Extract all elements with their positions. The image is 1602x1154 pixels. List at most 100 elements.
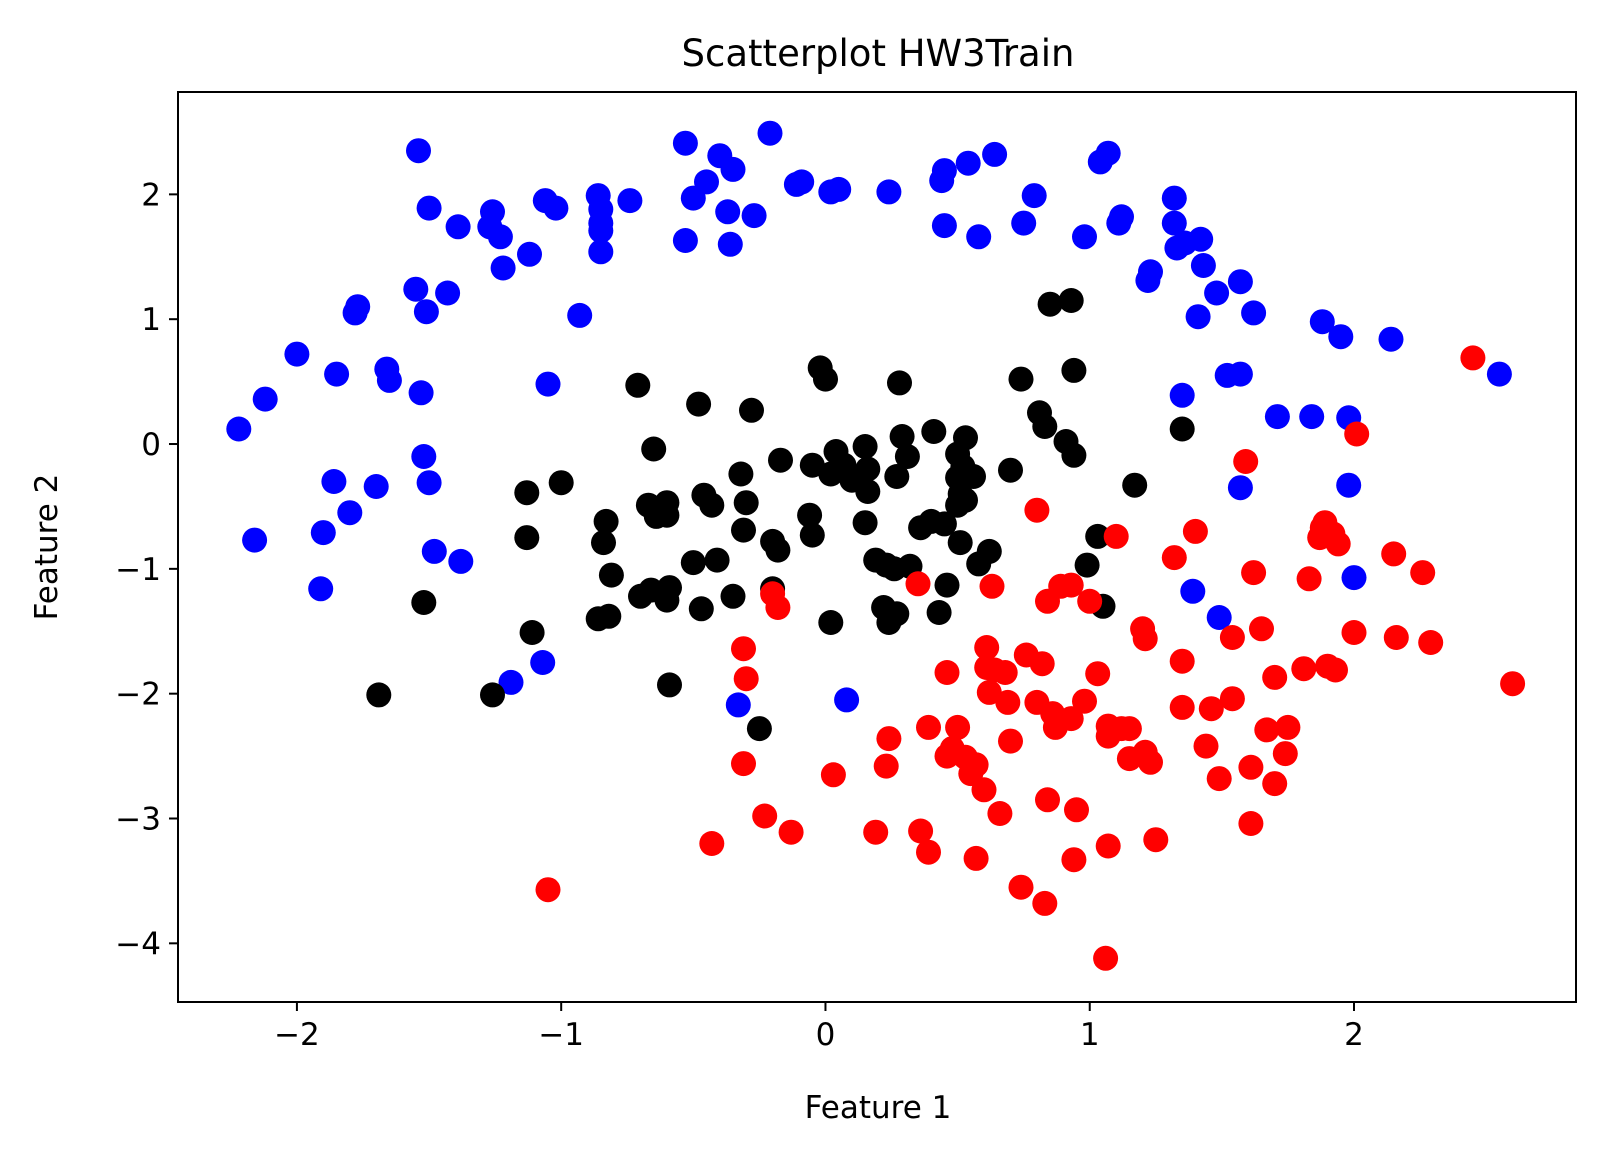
data-point (1021, 183, 1047, 209)
data-point (1336, 472, 1362, 498)
data-point (1341, 565, 1367, 591)
data-point (1486, 361, 1512, 387)
data-point (699, 831, 725, 856)
data-point (1272, 741, 1298, 767)
data-point (1241, 300, 1267, 326)
data-point (1072, 224, 1097, 250)
data-point (480, 199, 505, 225)
data-point (1143, 827, 1169, 853)
data-point (530, 650, 556, 675)
data-point (818, 610, 844, 635)
data-point (863, 819, 889, 845)
data-point (252, 386, 278, 412)
points-layer (226, 120, 1526, 971)
data-point (1190, 253, 1216, 278)
data-point (739, 397, 764, 423)
data-point (894, 444, 920, 469)
data-point (548, 470, 574, 496)
data-point (961, 464, 986, 489)
data-point (963, 752, 989, 778)
y-axis: −4 −3 −2 −1 0 1 2 (115, 177, 178, 962)
data-point (596, 603, 622, 629)
data-point (226, 416, 252, 442)
data-point (1309, 309, 1335, 335)
data-point (966, 224, 992, 250)
data-point (337, 500, 363, 526)
data-point (765, 595, 791, 620)
data-point (435, 280, 461, 306)
y-tick-label: −3 (115, 802, 161, 838)
data-point (1264, 404, 1290, 430)
data-point (765, 537, 791, 563)
data-point (992, 660, 1018, 685)
data-point (998, 457, 1023, 483)
data-point (982, 141, 1008, 167)
data-point (876, 179, 902, 205)
data-point (955, 150, 981, 176)
data-point (1262, 771, 1288, 797)
y-tick-label: −4 (115, 926, 161, 962)
data-point (720, 156, 746, 182)
data-point (321, 469, 347, 494)
data-point (820, 762, 846, 788)
data-point (1204, 280, 1230, 306)
data-point (1296, 566, 1322, 592)
data-point (686, 391, 712, 417)
y-tick-label: −1 (115, 552, 161, 588)
data-point (826, 176, 852, 202)
data-point (884, 464, 910, 489)
data-point (416, 195, 442, 221)
data-point (995, 689, 1021, 715)
data-point (654, 502, 680, 528)
data-point (445, 214, 471, 240)
data-point (905, 571, 931, 597)
data-point (741, 203, 767, 229)
data-point (1169, 382, 1195, 408)
data-point (408, 380, 434, 406)
data-point (916, 714, 941, 740)
y-axis-label: Feature 2 (29, 474, 65, 621)
data-point (1029, 651, 1055, 677)
data-point (535, 877, 561, 903)
data-point (517, 241, 542, 267)
data-point (1328, 324, 1354, 350)
data-point (799, 452, 825, 478)
data-point (1061, 357, 1087, 383)
data-point (688, 596, 714, 622)
data-point (1500, 671, 1526, 697)
data-point (953, 487, 978, 513)
data-point (887, 370, 912, 396)
data-point (593, 508, 619, 534)
data-point (746, 716, 772, 742)
x-tick-label: 2 (1344, 1017, 1364, 1053)
data-point (926, 600, 952, 625)
data-point (1249, 616, 1274, 642)
data-point (931, 158, 957, 184)
data-point (591, 530, 616, 556)
data-point (1024, 497, 1050, 523)
data-point (448, 548, 474, 574)
y-tick-label: −2 (115, 677, 161, 713)
data-point (1299, 404, 1325, 430)
data-point (731, 751, 756, 777)
data-point (1238, 811, 1264, 836)
data-point (1161, 545, 1187, 571)
data-point (1169, 694, 1195, 720)
data-point (1180, 578, 1206, 604)
data-point (876, 726, 902, 752)
data-point (490, 255, 516, 281)
data-point (704, 547, 730, 573)
data-point (310, 520, 336, 546)
x-axis-label: Feature 1 (805, 1090, 952, 1126)
data-point (1058, 288, 1084, 313)
data-point (945, 714, 971, 740)
data-point (855, 479, 881, 504)
data-point (1383, 625, 1409, 650)
y-tick-label: 1 (141, 302, 161, 338)
data-point (284, 341, 310, 367)
data-point (1085, 661, 1111, 687)
data-point (588, 218, 614, 244)
plot-frame (177, 91, 1577, 1003)
data-point (731, 636, 756, 662)
